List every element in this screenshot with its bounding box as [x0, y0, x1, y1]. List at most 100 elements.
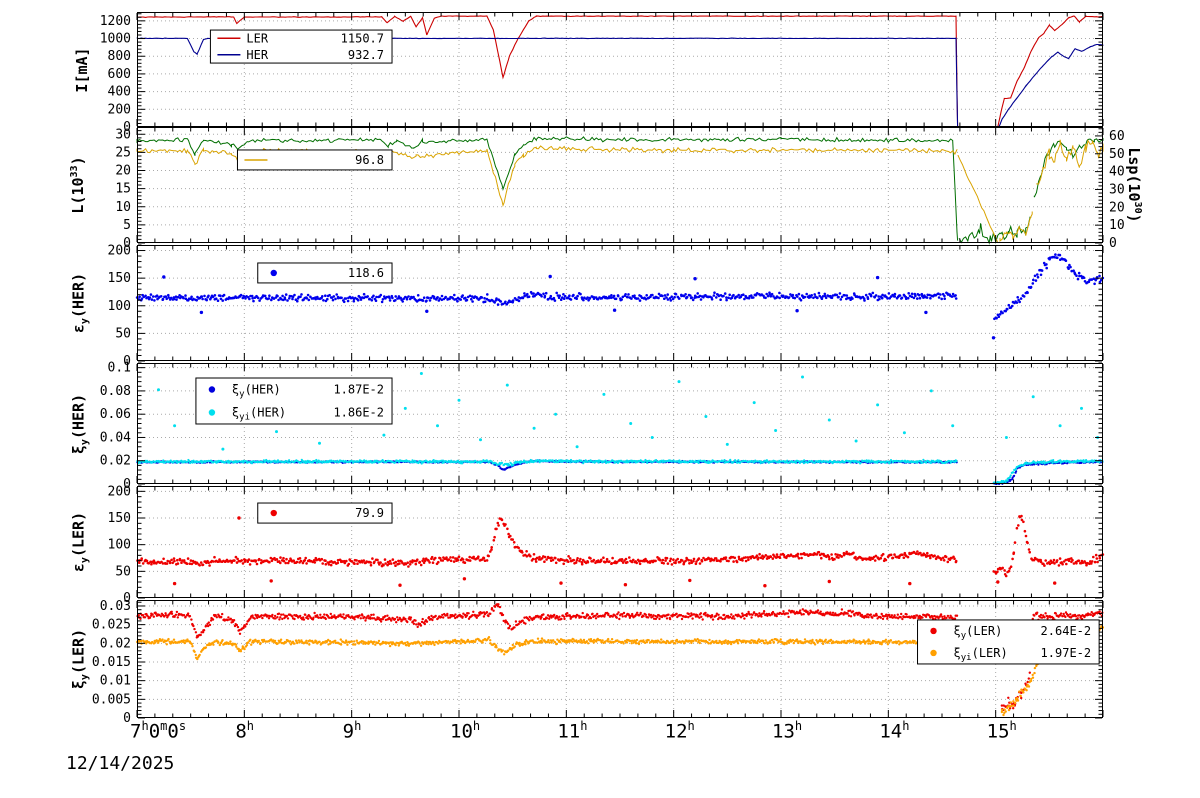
- y-tick-label: 600: [108, 67, 131, 82]
- legend-value: 1.97E-2: [1041, 646, 1092, 660]
- x-tick-label: 7h0m0s: [130, 719, 187, 743]
- legend-value: 1.87E-2: [333, 382, 384, 396]
- legend-label: HER: [246, 48, 268, 62]
- plot-frame: [137, 127, 1103, 243]
- y-tick-label: 0.02: [100, 636, 131, 651]
- legend-label: LER: [246, 31, 268, 45]
- legend-label: ξyi​(LER): [954, 646, 1008, 663]
- x-tick-label: 9h: [342, 719, 362, 743]
- y-tick-label: 0: [123, 711, 131, 726]
- legend-label: ξyi​(HER): [232, 405, 286, 422]
- right-y-tick-label: 10: [1109, 218, 1125, 233]
- y-tick-label: 0: [123, 236, 131, 251]
- plot-frame: [137, 363, 1103, 484]
- legend: LER 1150.7 HER 932.7: [209, 29, 393, 64]
- x-tick-label: 10h: [450, 719, 481, 743]
- y-tick-label: 0.01: [100, 674, 131, 689]
- y-tick-label: 0: [123, 591, 131, 606]
- y-tick-label: 0: [123, 354, 131, 369]
- y-tick-label: 800: [108, 49, 131, 64]
- panel-emittance-ler: 0 50 100 150 200 79.9: [0, 484, 1200, 606]
- axis-ticks: [136, 485, 1104, 599]
- right-y-tick-label: 60: [1109, 129, 1125, 144]
- legend-value: 932.7: [348, 48, 384, 62]
- series-Lsp: [136, 139, 1104, 243]
- series-xiy-LER: [136, 603, 1104, 712]
- legend: 79.9: [257, 502, 393, 524]
- x-tick-label: 8h: [235, 719, 255, 743]
- y-axis-title-luminosity: L(1033): [69, 156, 87, 214]
- y-axis-title-emittance-her: εy(HER): [69, 272, 91, 334]
- y-tick-label: 100: [108, 299, 131, 314]
- panel-xi-ler: 0 0.005 0.01 0.015 0.02 0.025 0.03 ξy​(LER) 2.64…: [0, 599, 1200, 726]
- axis-ticks: [136, 601, 1104, 719]
- legend-value: 1.86E-2: [333, 405, 384, 419]
- legend-label: ξy​(LER): [954, 624, 1003, 641]
- legend-value: 1150.7: [341, 31, 384, 45]
- xi-ler-plot: 0 0.005 0.01 0.015 0.02 0.025 0.03 ξy​(LER) 2.64…: [92, 599, 1105, 726]
- y-tick-label: 0.1: [108, 361, 131, 376]
- y-tick-label: 400: [108, 85, 131, 100]
- y-tick-label: 50: [115, 326, 131, 341]
- plot-frame: [137, 600, 1103, 718]
- y-tick-label: 150: [108, 511, 131, 526]
- legend-marker-dot: [930, 627, 937, 635]
- right-y-tick-label: 20: [1109, 200, 1125, 215]
- luminosity-plot: 0 5 10 15 20 25 30 0 10 20 30 40 50 60 96.8: [115, 126, 1125, 251]
- legend-marker-dot: [208, 409, 216, 416]
- emittance-her-plot: 0 50 100 150 200 118.6: [108, 244, 1105, 369]
- axis-ticks: [136, 244, 1104, 362]
- plot-frame: [137, 12, 1103, 127]
- xi-her-plot: 0 0.02 0.04 0.06 0.08 0.1 ξy​(HER) 1.87E-2 ξyi​(…: [100, 361, 1104, 492]
- y-tick-label: 0.04: [100, 430, 131, 445]
- panel-beam-current: 0 200 400 600 800 1000 1200 LER 1150.7 HER 932.7: [0, 12, 1200, 135]
- y-tick-label: 30: [115, 127, 131, 142]
- y-tick-label: 0: [123, 477, 131, 492]
- y-tick-label: 150: [108, 271, 131, 286]
- y-tick-label: 200: [108, 244, 131, 259]
- right-y-tick-label: 0: [1109, 236, 1117, 251]
- axis-ticks: [136, 362, 1104, 485]
- y-tick-label: 200: [108, 102, 131, 117]
- right-y-tick-label: 30: [1109, 182, 1125, 197]
- emittance-ler-plot: 0 50 100 150 200 79.9: [108, 484, 1105, 606]
- y-tick-label: 0.015: [92, 655, 131, 670]
- y-tick-label: 0.03: [100, 599, 131, 614]
- right-y-tick-label: 40: [1109, 165, 1125, 180]
- y-axis-title-specific-luminosity: Lsp(1030): [1125, 147, 1143, 223]
- legend-marker-dot: [270, 269, 277, 277]
- y-axis-title-xi-ler: ξy(LER): [69, 628, 91, 690]
- x-tick-label: 13h: [772, 719, 803, 743]
- grid: [137, 245, 1103, 361]
- legend-marker-dot: [270, 509, 277, 517]
- y-tick-label: 0: [123, 120, 131, 135]
- legend-marker-dot: [208, 386, 216, 393]
- legend-marker-dot: [930, 649, 937, 657]
- y-tick-label: 0.06: [100, 407, 131, 422]
- y-tick-label: 100: [108, 538, 131, 553]
- y-tick-label: 0.02: [100, 454, 131, 469]
- grid: [137, 12, 1103, 127]
- plot-frame: [137, 486, 1103, 598]
- panel-xi-her: 0 0.02 0.04 0.06 0.08 0.1 ξy​(HER) 1.87E-2 ξyi​(…: [0, 361, 1200, 492]
- y-axis-title-emittance-ler: εy(LER): [69, 511, 91, 573]
- date-label: 12/14/2025: [66, 753, 175, 774]
- beam-current-plot: 0 200 400 600 800 1000 1200 LER 1150.7 HER 932.7: [100, 12, 1104, 135]
- series-xiyi-HER: [136, 372, 1104, 485]
- x-tick-label: 11h: [557, 719, 588, 743]
- y-tick-label: 15: [115, 182, 131, 197]
- legend: 96.8: [236, 149, 393, 171]
- grid: [137, 486, 1103, 598]
- y-tick-label: 1000: [100, 32, 131, 47]
- y-tick-label: 200: [108, 484, 131, 499]
- y-axis-title-xi-her: ξy(HER): [69, 393, 91, 455]
- legend-value: 79.9: [355, 506, 384, 520]
- y-tick-label: 1200: [100, 14, 131, 29]
- x-tick-label: 12h: [664, 719, 695, 743]
- series-ey-HER: [135, 253, 1105, 340]
- grid: [137, 127, 1103, 243]
- panel-luminosity: 0 5 10 15 20 25 30 0 10 20 30 40 50 60 96.8: [0, 126, 1200, 251]
- legend-value: 118.6: [348, 266, 384, 280]
- y-axis-title-beam-current: I[mA]: [73, 47, 91, 93]
